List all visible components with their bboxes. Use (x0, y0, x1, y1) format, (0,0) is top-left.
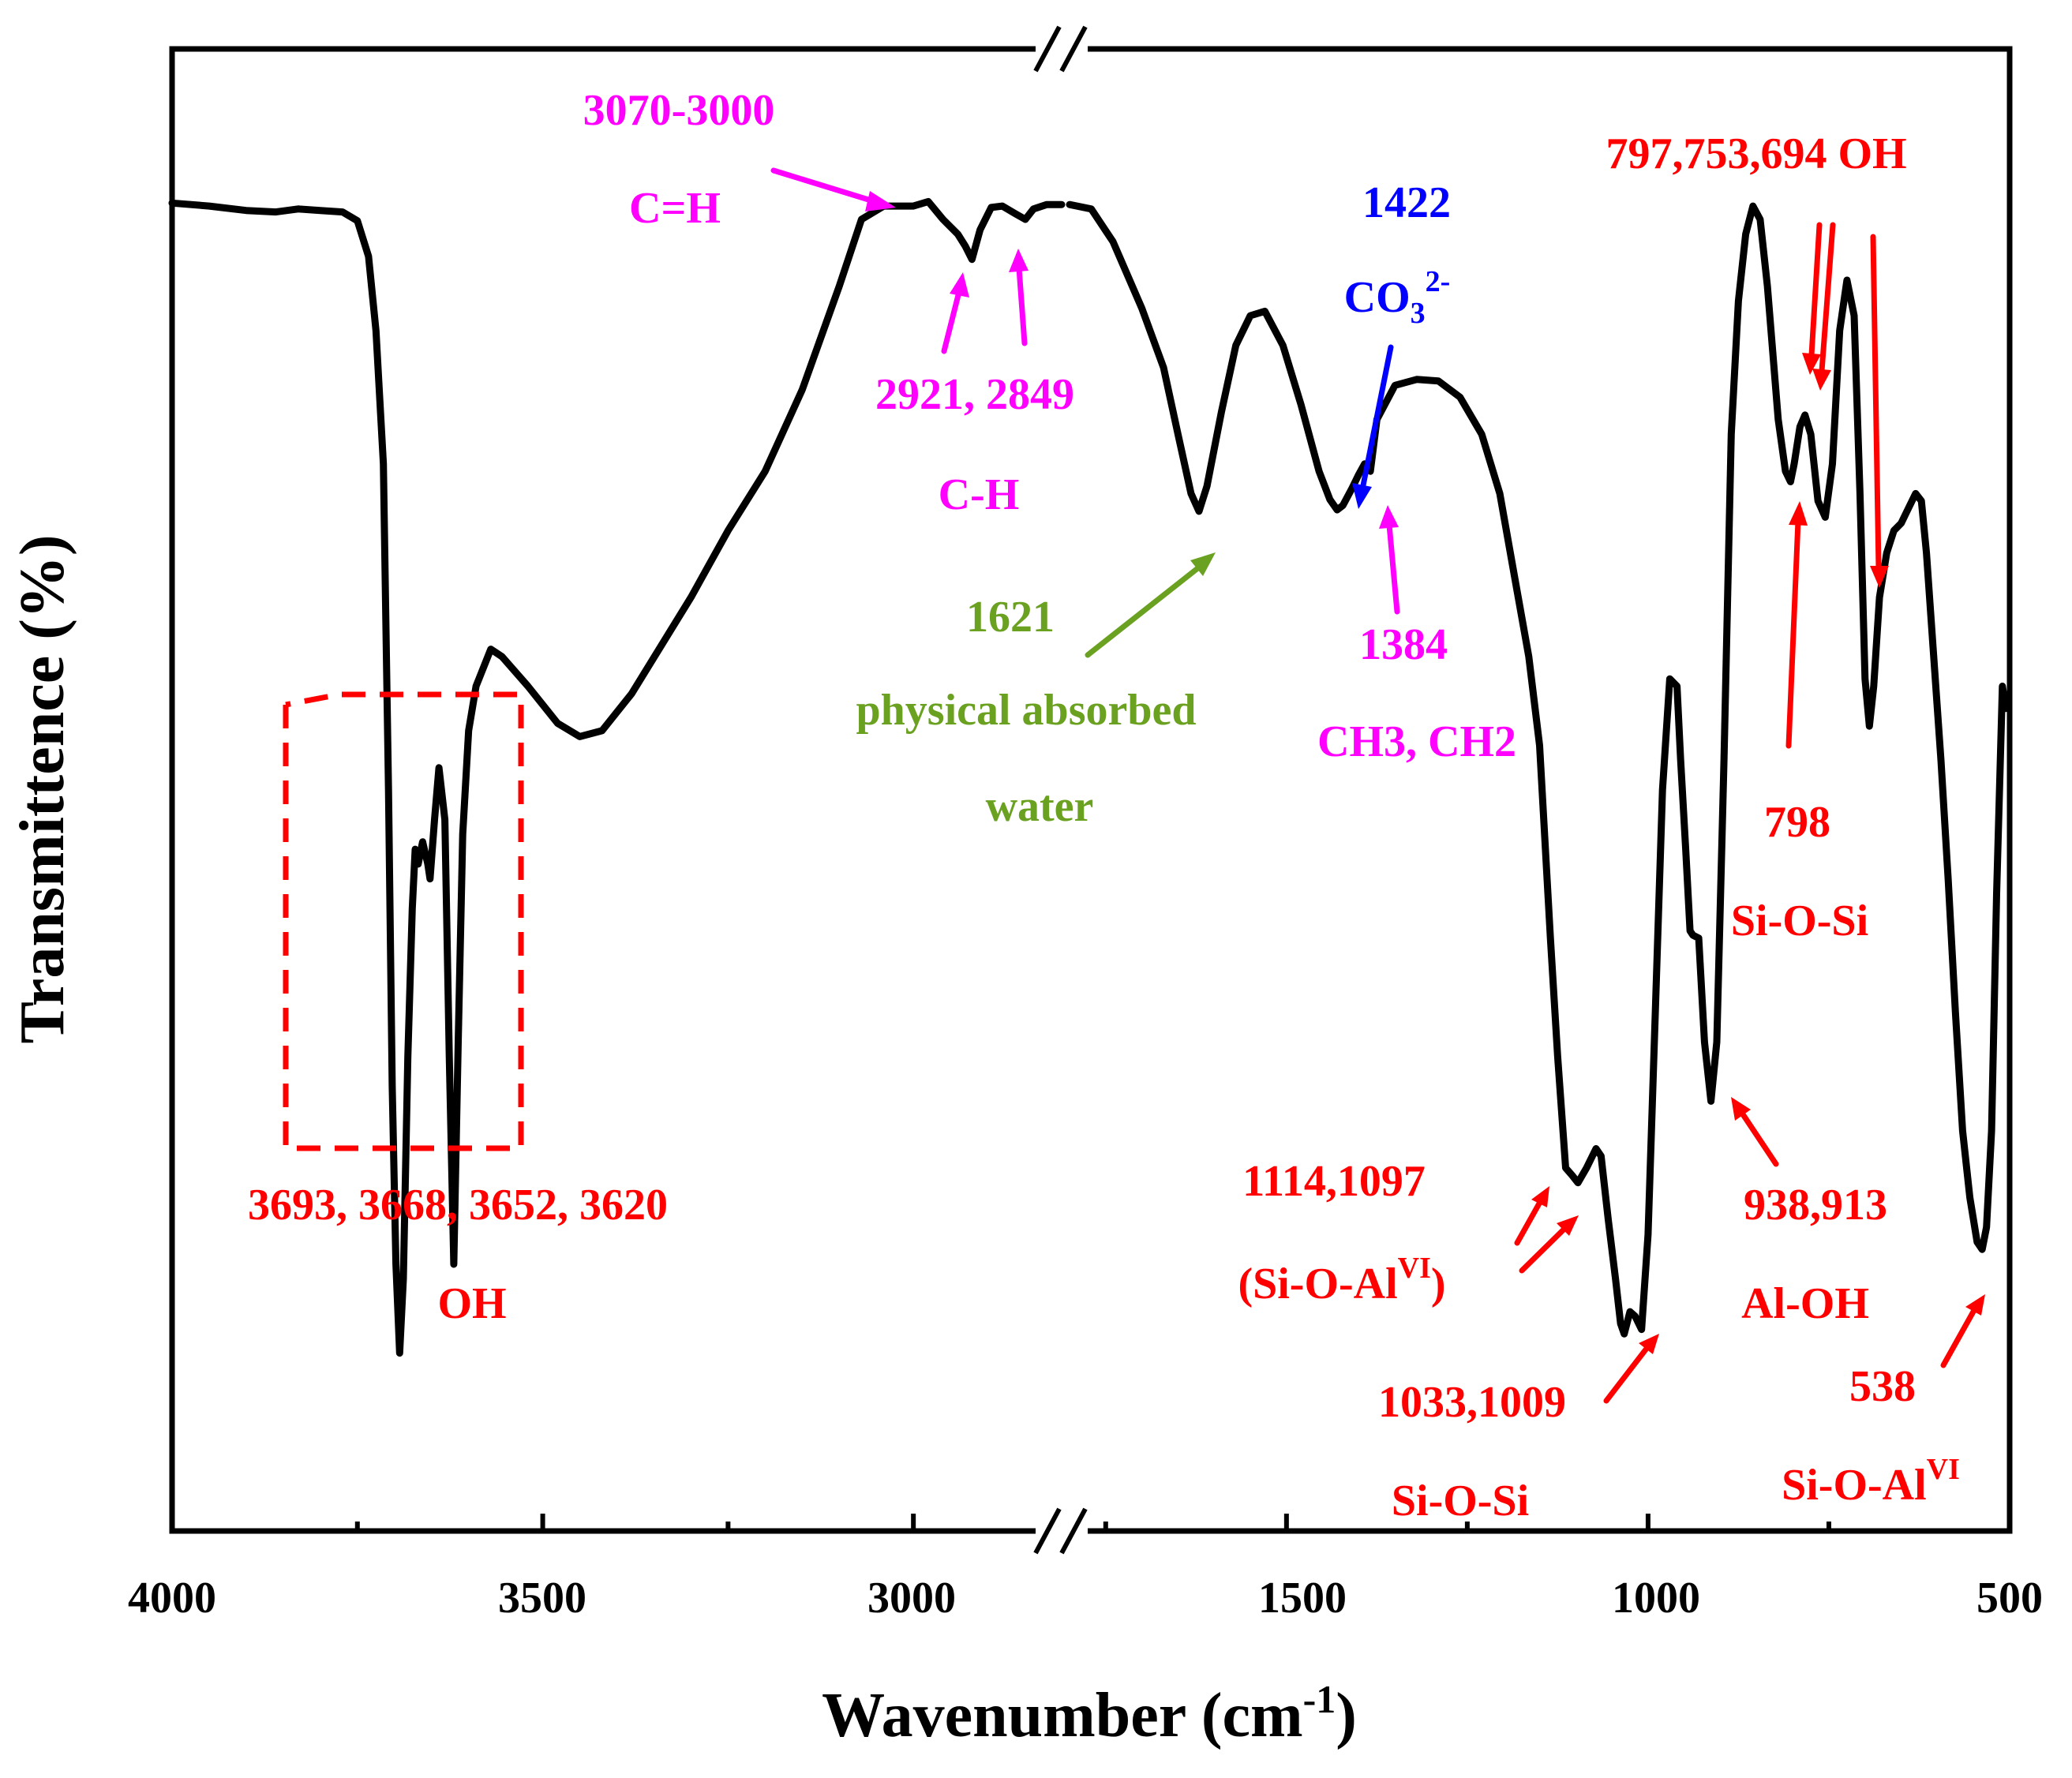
arrowhead-753 (1812, 369, 1831, 391)
label-1114-1097: 1114,1097 (1242, 1157, 1426, 1206)
arrow-1621 (1085, 563, 1203, 658)
arrow-538 (1940, 1308, 1976, 1368)
arrow-1384 (1386, 522, 1400, 615)
arrowhead-1033 (1639, 1334, 1659, 1354)
label-oh-bends: 797,753,694 OH (1606, 129, 1906, 178)
arrow-1097 (1519, 1226, 1568, 1274)
label-c-eq-h: C=H (629, 184, 721, 233)
label-si-o-si-2: Si-O-Si (1731, 896, 1868, 945)
label-3070-range: 3070-3000 (583, 86, 775, 135)
arrowhead-2921 (950, 272, 969, 298)
y-axis-title: Transmittence (%) (8, 535, 77, 1044)
arrow-694 (1870, 234, 1882, 571)
x-tick-label: 3000 (867, 1574, 956, 1623)
label-1422: 1422 (1362, 178, 1451, 227)
x-tick-labels: 4000 3500 3000 1500 1000 500 (128, 1574, 2043, 1623)
label-carbonate: CO32- (1344, 265, 1451, 330)
label-physical-absorbed: physical absorbed (856, 686, 1197, 735)
axis-break-bottom (1033, 1507, 1088, 1555)
x-tick-label: 4000 (128, 1574, 216, 1623)
label-si-o-si: Si-O-Si (1392, 1477, 1529, 1525)
arrowhead-1621 (1190, 552, 1216, 576)
label-1033-1009: 1033,1009 (1378, 1378, 1566, 1427)
label-938-913: 938,913 (1744, 1181, 1887, 1230)
label-1384: 1384 (1359, 620, 1448, 669)
arrow-1422 (1359, 344, 1394, 492)
arrowhead-1114 (1531, 1186, 1549, 1207)
label-ch3-ch2: CH3, CH2 (1317, 717, 1516, 766)
label-oh: OH (437, 1279, 506, 1328)
label-1621: 1621 (966, 593, 1055, 642)
x-tick-label: 3500 (498, 1574, 586, 1623)
spectrum-line-right (1066, 200, 2010, 1338)
label-si-o-al-vi-2: Si-O-AlVI (1782, 1453, 1960, 1510)
x-tick-label: 1500 (1258, 1574, 1347, 1623)
arrowhead-694 (1870, 566, 1889, 588)
arrow-2849 (1016, 265, 1028, 346)
label-c-h: C-H (939, 470, 1020, 519)
arrowhead-538 (1965, 1294, 1985, 1316)
label-si-o-al-vi: (Si-O-AlVI) (1238, 1252, 1445, 1308)
spectrum-line-left (168, 197, 1066, 1357)
label-798: 798 (1764, 798, 1830, 847)
arrow-753 (1819, 222, 1836, 374)
x-tick-label: 1000 (1612, 1574, 1700, 1623)
arrow-913 (1740, 1111, 1779, 1167)
axis-break-top (1033, 25, 1088, 73)
arrow-1033 (1603, 1346, 1649, 1404)
x-axis-title: Wavenumber (cm-1) (822, 1677, 1357, 1750)
label-oh-peaks: 3693, 3668, 3652, 3620 (248, 1181, 668, 1230)
arrowhead-797-a (1802, 353, 1821, 375)
arrowhead-1384 (1379, 505, 1399, 529)
arrow-1114 (1514, 1200, 1542, 1246)
label-al-oh: Al-OH (1741, 1279, 1869, 1328)
arrow-3070 (770, 167, 879, 205)
arrowhead-1422 (1352, 483, 1372, 509)
arrowhead-913 (1731, 1097, 1751, 1121)
label-538: 538 (1849, 1362, 1916, 1411)
plot-frame (169, 46, 2013, 1534)
label-2921-2849: 2921, 2849 (875, 370, 1074, 419)
arrow-798-up (1785, 518, 1801, 749)
annotation-arrows (770, 167, 1985, 1404)
arrowhead-1097 (1557, 1215, 1579, 1236)
arrowhead-2849 (1009, 249, 1029, 272)
arrowhead-3070 (865, 191, 896, 211)
arrow-797-a (1808, 222, 1823, 358)
arrow-2921 (941, 289, 962, 354)
x-tick-label: 500 (1976, 1574, 2043, 1623)
label-water: water (986, 782, 1094, 831)
arrowhead-798-up (1789, 501, 1808, 526)
